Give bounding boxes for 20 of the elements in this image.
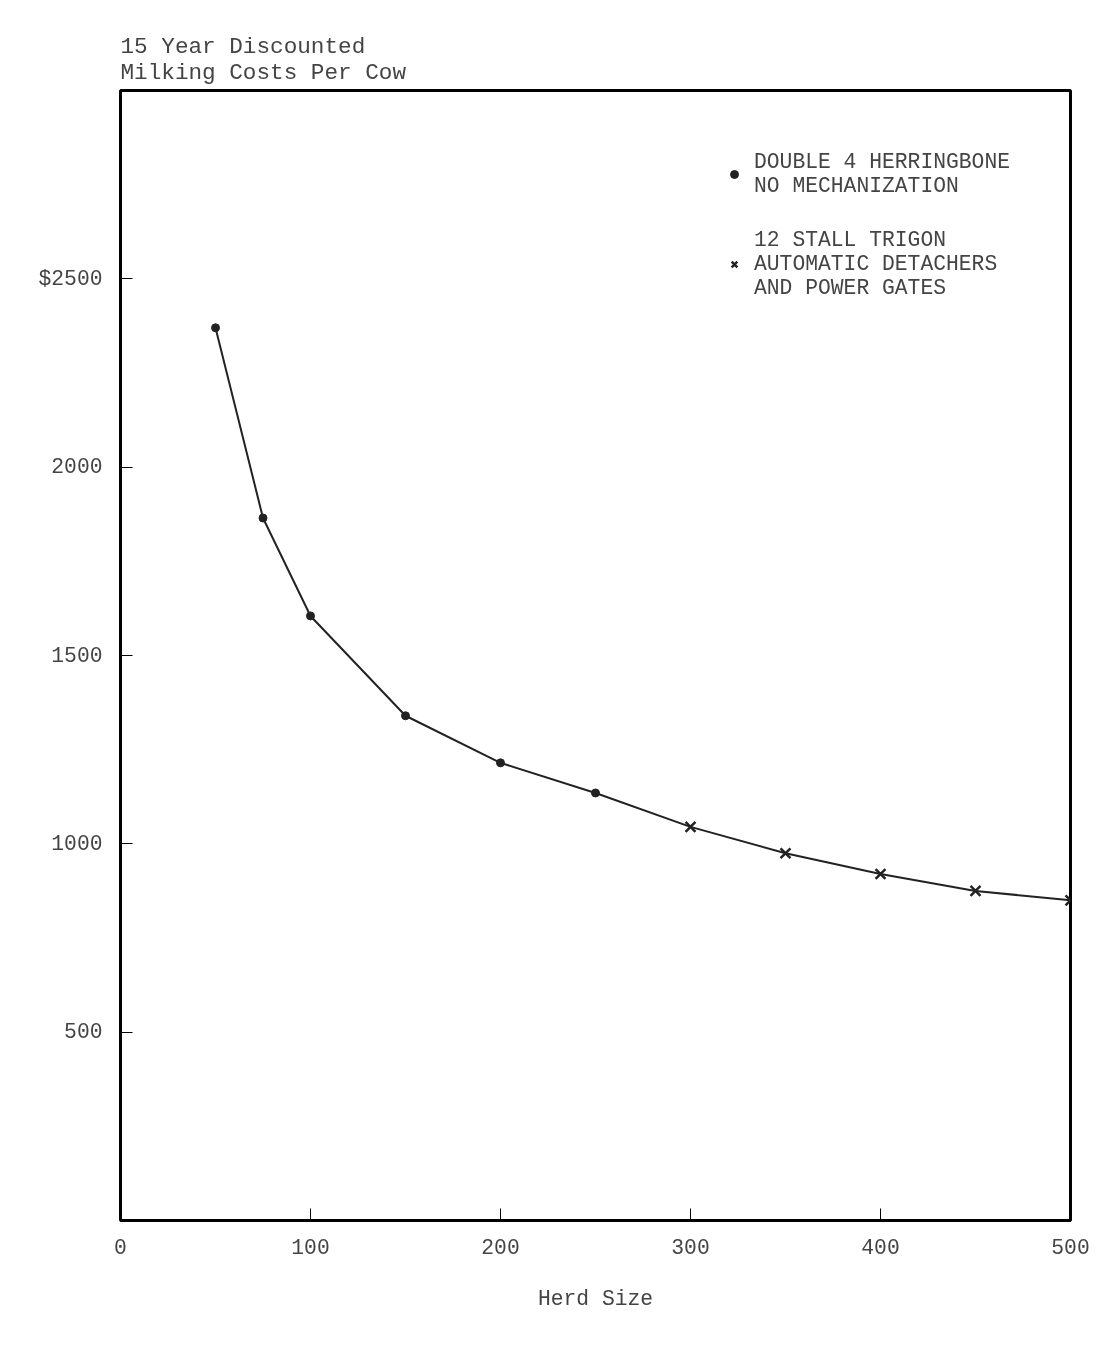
y-tick-label: 2000 <box>51 455 103 480</box>
legend-label: DOUBLE 4 HERRINGBONE NO MECHANIZATION <box>754 150 1010 198</box>
point <box>211 323 220 333</box>
x-tick-label: 100 <box>291 1235 330 1260</box>
chart-title: 15 Year Discounted Milking Costs Per Cow <box>120 33 407 86</box>
point <box>874 867 887 881</box>
x-tick-label: 200 <box>481 1235 520 1260</box>
point <box>969 884 982 898</box>
point <box>779 847 792 860</box>
y-tick-label: 1000 <box>51 831 103 856</box>
x-tick-label: 400 <box>861 1235 900 1260</box>
x-tick-label: 500 <box>1051 1235 1090 1260</box>
y-tick-label: 500 <box>64 1020 103 1045</box>
y-tick-label: $2500 <box>38 266 103 291</box>
x-axis-title: Herd Size <box>537 1286 654 1311</box>
x-tick-label: 0 <box>114 1235 127 1260</box>
legend-label: 12 STALL TRIGON AUTOMATIC DETACHERS AND POWER GATES <box>754 228 998 300</box>
point <box>684 820 697 834</box>
y-tick-label: 1500 <box>51 643 103 668</box>
x-tick-label: 300 <box>671 1235 710 1260</box>
